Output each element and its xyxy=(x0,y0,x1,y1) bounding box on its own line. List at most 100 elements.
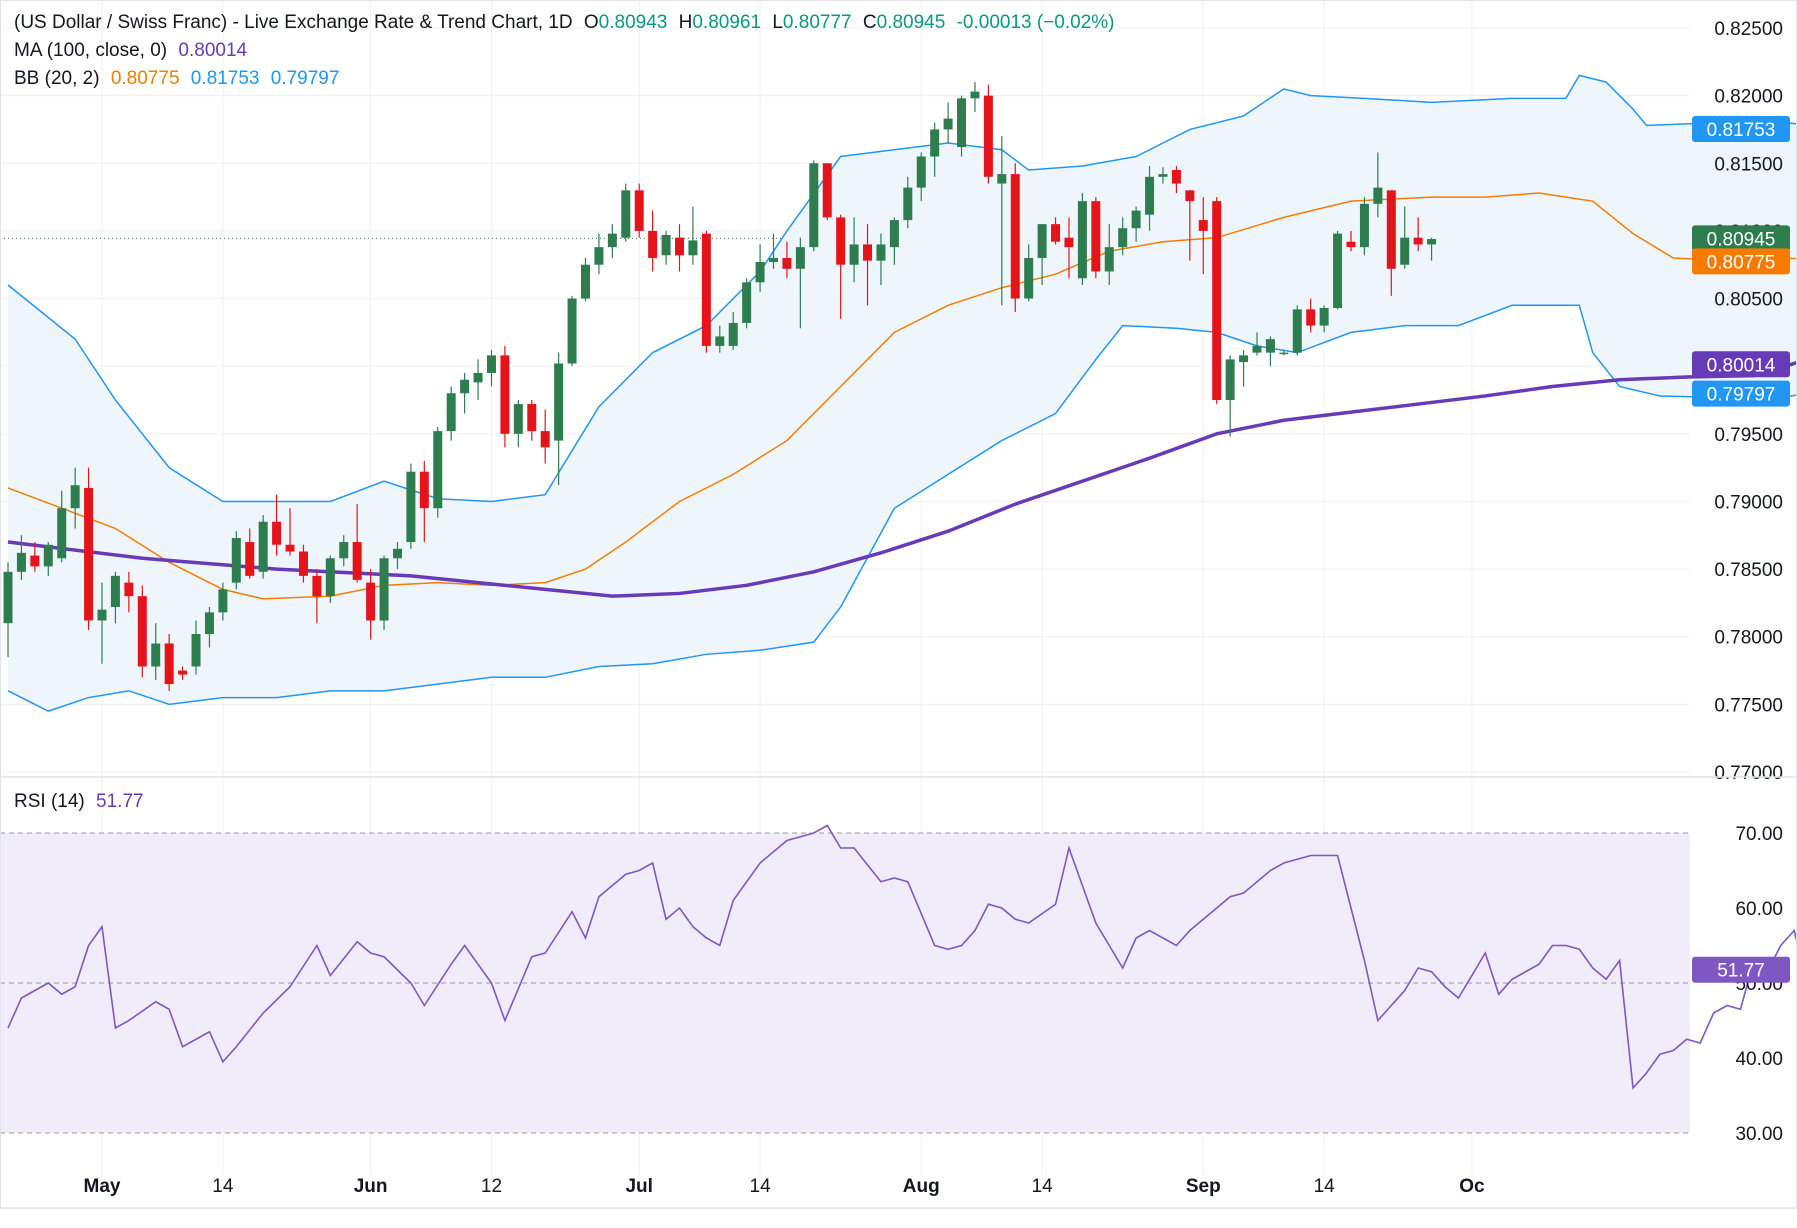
candle-body xyxy=(1118,228,1128,248)
candle xyxy=(1252,332,1262,356)
legend-high-value: 0.80961 xyxy=(692,12,762,33)
time-tick-label: Aug xyxy=(903,1176,940,1197)
candle-body xyxy=(1051,224,1061,242)
candle xyxy=(124,571,134,613)
candle-body xyxy=(849,244,859,265)
candle-body xyxy=(876,244,886,261)
price-label-bg xyxy=(1692,248,1790,275)
candle-body xyxy=(916,156,926,188)
rsi-line xyxy=(7,824,1797,1090)
candle xyxy=(742,278,752,329)
candle-body xyxy=(1333,233,1343,309)
candle xyxy=(1413,217,1423,252)
legend-ma-value: 0.80014 xyxy=(178,40,248,61)
legend-low-value: 0.80777 xyxy=(782,12,852,33)
candle-body xyxy=(1158,174,1168,177)
candle-body xyxy=(30,555,40,567)
candle-body xyxy=(1145,176,1155,215)
candle-body xyxy=(1306,309,1316,326)
legend-rsi[interactable]: RSI (14) 51.77 xyxy=(14,791,150,813)
candle xyxy=(285,508,295,556)
candle-body xyxy=(1373,187,1383,204)
candle-body xyxy=(1037,224,1047,258)
legend-close: C0.80945 xyxy=(863,12,945,33)
candle-body xyxy=(983,95,993,177)
legend-high-label: H xyxy=(678,12,693,33)
candle xyxy=(1185,190,1195,261)
rsi-tick-label: 40.00 xyxy=(1735,1049,1783,1070)
candle-body xyxy=(688,240,698,256)
price-label-bg xyxy=(1692,225,1790,252)
candle xyxy=(540,409,550,464)
candle-body xyxy=(1077,201,1087,279)
candle-body xyxy=(231,537,241,583)
candle-body xyxy=(970,91,980,99)
candle-body xyxy=(178,670,188,675)
candle xyxy=(1346,230,1356,252)
candle-body xyxy=(567,298,577,364)
candle-body xyxy=(1279,352,1289,355)
candle-body xyxy=(809,163,819,248)
candle xyxy=(3,562,13,658)
price-tick-label: 0.80500 xyxy=(1714,290,1783,311)
candle-body xyxy=(1131,210,1141,229)
legend-rsi-label: RSI (14) xyxy=(14,791,85,812)
candle-body xyxy=(3,571,13,624)
candle-body xyxy=(607,233,617,248)
candle xyxy=(1131,206,1141,242)
candle-body xyxy=(594,247,604,265)
candle xyxy=(634,183,644,238)
candle xyxy=(97,582,107,664)
candle xyxy=(715,325,725,353)
legend-close-value: 0.80945 xyxy=(876,12,946,33)
candle-body xyxy=(634,190,644,231)
candle xyxy=(1091,197,1101,279)
candle xyxy=(728,312,738,350)
candle-body xyxy=(1292,309,1302,353)
candle xyxy=(997,136,1007,306)
price-label-bg xyxy=(1692,351,1790,378)
legend-ma[interactable]: MA (100, close, 0) 0.80014 xyxy=(14,40,253,62)
candle xyxy=(325,555,335,603)
candle xyxy=(392,542,402,570)
candle-body xyxy=(1212,201,1222,400)
candle-body xyxy=(1386,190,1396,269)
candle xyxy=(70,467,80,529)
candle xyxy=(1265,336,1275,367)
candle-body xyxy=(903,187,913,221)
candle xyxy=(1024,244,1034,302)
candle-body xyxy=(1225,359,1235,400)
legend-bb-upper: 0.81753 xyxy=(190,68,260,89)
candle-body xyxy=(836,217,846,265)
candle xyxy=(580,257,590,302)
bollinger-bands xyxy=(7,74,1797,712)
candle xyxy=(661,230,671,265)
legend-open: O0.80943 xyxy=(584,12,667,33)
legend-low-label: L xyxy=(772,12,783,33)
candle-body xyxy=(540,431,550,448)
candle-body xyxy=(1104,247,1114,272)
candle xyxy=(191,620,201,675)
candle xyxy=(769,233,779,269)
candle xyxy=(607,224,617,258)
candle xyxy=(460,372,470,414)
candle xyxy=(1427,237,1437,261)
candle xyxy=(688,206,698,265)
price-tick-label: 0.78000 xyxy=(1714,628,1783,649)
candle xyxy=(446,386,456,441)
candle-body xyxy=(352,542,362,580)
legend-bb[interactable]: BB (20, 2) 0.80775 0.81753 0.79797 xyxy=(14,68,345,90)
candle-body xyxy=(1319,308,1329,326)
candle-body xyxy=(298,551,308,576)
candle xyxy=(366,569,376,640)
candle-body xyxy=(997,174,1007,184)
candlesticks[interactable] xyxy=(3,82,1437,691)
candle xyxy=(352,504,362,583)
candle-body xyxy=(16,552,26,572)
candle-body xyxy=(1252,345,1262,353)
moving-average xyxy=(7,360,1797,598)
candle-body xyxy=(124,582,134,597)
